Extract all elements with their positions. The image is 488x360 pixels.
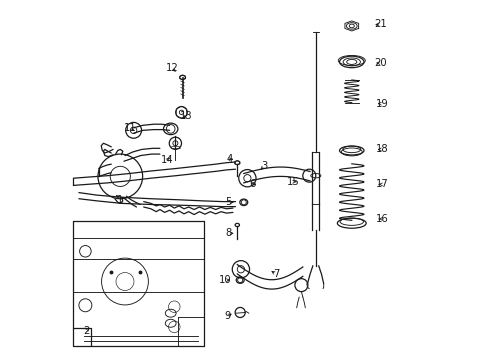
Text: 3: 3 xyxy=(261,161,267,171)
Text: 9: 9 xyxy=(224,311,230,321)
Text: 19: 19 xyxy=(375,99,387,109)
Text: 16: 16 xyxy=(375,214,387,224)
Text: 2: 2 xyxy=(83,326,89,336)
Text: 4: 4 xyxy=(226,154,232,164)
Text: 7: 7 xyxy=(272,269,279,279)
Text: 11: 11 xyxy=(123,123,136,133)
Text: 18: 18 xyxy=(375,144,387,154)
Text: 17: 17 xyxy=(375,179,387,189)
Text: 1: 1 xyxy=(117,195,123,205)
Text: 8: 8 xyxy=(224,228,231,238)
Text: 21: 21 xyxy=(373,19,386,30)
Text: 6: 6 xyxy=(249,179,255,189)
Text: 5: 5 xyxy=(224,197,231,207)
Text: 14: 14 xyxy=(161,155,173,165)
Text: 15: 15 xyxy=(286,177,299,187)
Text: 12: 12 xyxy=(165,63,178,73)
Text: 20: 20 xyxy=(373,58,386,68)
Text: 13: 13 xyxy=(180,111,192,121)
Text: 10: 10 xyxy=(218,275,230,285)
